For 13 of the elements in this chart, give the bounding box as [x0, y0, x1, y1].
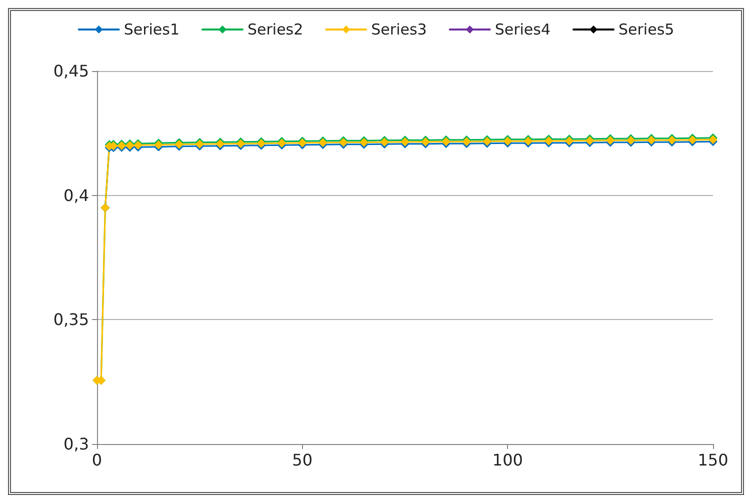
x-tick-label: 50: [292, 450, 313, 470]
legend-label: Series1: [124, 20, 180, 38]
x-tick-label: 100: [492, 450, 523, 470]
legend-label: Series3: [371, 20, 427, 38]
x-tick-label: 0: [92, 450, 102, 470]
legend-label: Series5: [618, 20, 674, 38]
legend-label: Series2: [247, 20, 304, 38]
y-tick-label: 0,4: [64, 186, 89, 205]
y-tick-label: 0,35: [53, 310, 89, 330]
legend-label: Series4: [494, 20, 551, 38]
x-tick-label: 150: [698, 450, 728, 470]
y-tick-label: 0,45: [53, 62, 89, 80]
y-tick-label: 0,3: [64, 434, 89, 454]
